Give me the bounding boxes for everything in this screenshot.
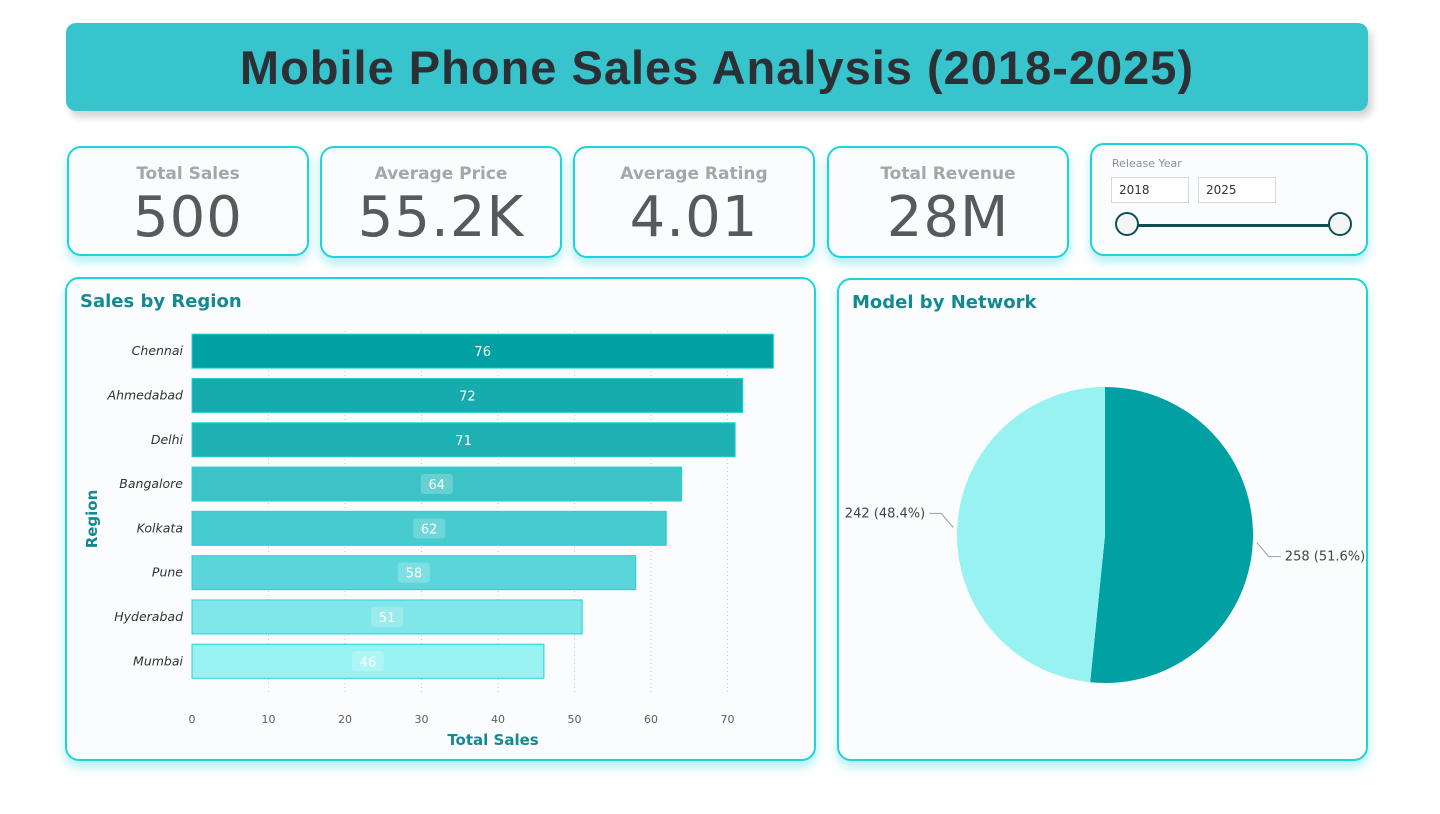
year-to-input[interactable]: 2025	[1198, 177, 1276, 203]
y-tick-label: Ahmedabad	[107, 387, 184, 402]
bar-delhi	[191, 422, 736, 458]
model-by-network-panel: Model by Network 258 (51.6%) 242 (48.4%)	[837, 278, 1368, 761]
bar-hyderabad	[191, 599, 583, 635]
bar-chart: 0 10 20 30 40 50 60 70 Chennai 76 Ahmedabad 72 Delhi…	[83, 331, 774, 749]
kpi-card-average-rating[interactable]: Average Rating 4.01	[573, 146, 815, 258]
y-tick-label: Kolkata	[137, 520, 183, 535]
x-tick-label: 70	[721, 713, 735, 726]
title-banner: Mobile Phone Sales Analysis (2018-2025)	[66, 23, 1368, 111]
pie-data-label: 258 (51.6%)	[1285, 550, 1365, 565]
y-axis-title: Region	[83, 490, 101, 549]
data-label: 64	[429, 478, 446, 493]
pie-slice-0	[1090, 387, 1253, 683]
y-tick-label: Hyderabad	[114, 609, 183, 624]
data-label: 71	[455, 434, 472, 449]
leader-line	[1256, 542, 1281, 558]
kpi-label: Average Price	[374, 164, 508, 184]
y-tick-label: Chennai	[132, 343, 184, 358]
slicer-label: Release Year	[1112, 157, 1182, 170]
y-tick-label: Pune	[152, 565, 183, 580]
y-tick-label: Mumbai	[133, 653, 183, 668]
x-tick-label: 30	[415, 713, 429, 726]
kpi-card-total-revenue[interactable]: Total Revenue 28M	[827, 146, 1069, 258]
year-slider-start-handle[interactable]	[1115, 212, 1139, 236]
kpi-card-total-sales[interactable]: Total Sales 500	[67, 146, 309, 256]
data-label-bg	[397, 562, 430, 583]
pie-slice-1	[956, 387, 1105, 683]
year-from-input[interactable]: 2018	[1111, 177, 1189, 203]
year-slider-end-handle[interactable]	[1328, 212, 1352, 236]
data-label: 51	[379, 611, 396, 626]
x-tick-label: 40	[491, 713, 505, 726]
leader-line	[929, 512, 954, 528]
kpi-card-average-price[interactable]: Average Price 55.2K	[320, 146, 562, 258]
data-label-bg	[413, 518, 446, 539]
release-year-slicer[interactable]: Release Year 2018 2025	[1090, 143, 1368, 256]
data-label: 58	[406, 567, 423, 582]
data-label: 72	[459, 389, 476, 404]
page-title: Mobile Phone Sales Analysis (2018-2025)	[239, 40, 1195, 94]
data-label: 62	[421, 522, 438, 537]
kpi-value: 4.01	[629, 185, 759, 250]
bar-chart-title: Sales by Region	[80, 291, 242, 312]
data-label-bg	[420, 474, 453, 495]
kpi-value: 28M	[886, 185, 1010, 250]
bar-ahmedabad	[191, 377, 744, 413]
kpi-label: Total Sales	[136, 164, 240, 184]
pie-chart-title: Model by Network	[852, 292, 1037, 313]
bar-bangalore	[191, 466, 683, 502]
x-tick-label: 0	[189, 713, 196, 726]
y-tick-label: Delhi	[151, 432, 184, 447]
data-label: 46	[360, 655, 377, 670]
data-label-bg	[351, 651, 384, 672]
pie-data-label: 242 (48.4%)	[845, 506, 925, 521]
kpi-value: 55.2K	[357, 185, 525, 250]
x-tick-label: 20	[338, 713, 352, 726]
kpi-label: Total Revenue	[880, 164, 1016, 184]
x-axis-title: Total Sales	[447, 731, 538, 749]
x-tick-label: 60	[644, 713, 658, 726]
bar-pune	[191, 555, 637, 591]
data-label-bg	[371, 606, 404, 627]
bar-mumbai	[191, 643, 545, 679]
sales-by-region-panel: Sales by Region 0 10 20 30 40 50 60 70 Chennai 76…	[65, 277, 816, 761]
y-tick-label: Bangalore	[119, 476, 183, 491]
bar-chennai	[191, 333, 774, 369]
pie-chart: 258 (51.6%) 242 (48.4%)	[845, 387, 1365, 683]
data-label: 76	[474, 345, 491, 360]
kpi-label: Average Rating	[620, 164, 768, 184]
bar-kolkata	[191, 510, 667, 546]
x-tick-label: 10	[262, 713, 276, 726]
year-slider-track[interactable]	[1128, 224, 1342, 227]
x-tick-label: 50	[568, 713, 582, 726]
kpi-value: 500	[133, 185, 243, 250]
